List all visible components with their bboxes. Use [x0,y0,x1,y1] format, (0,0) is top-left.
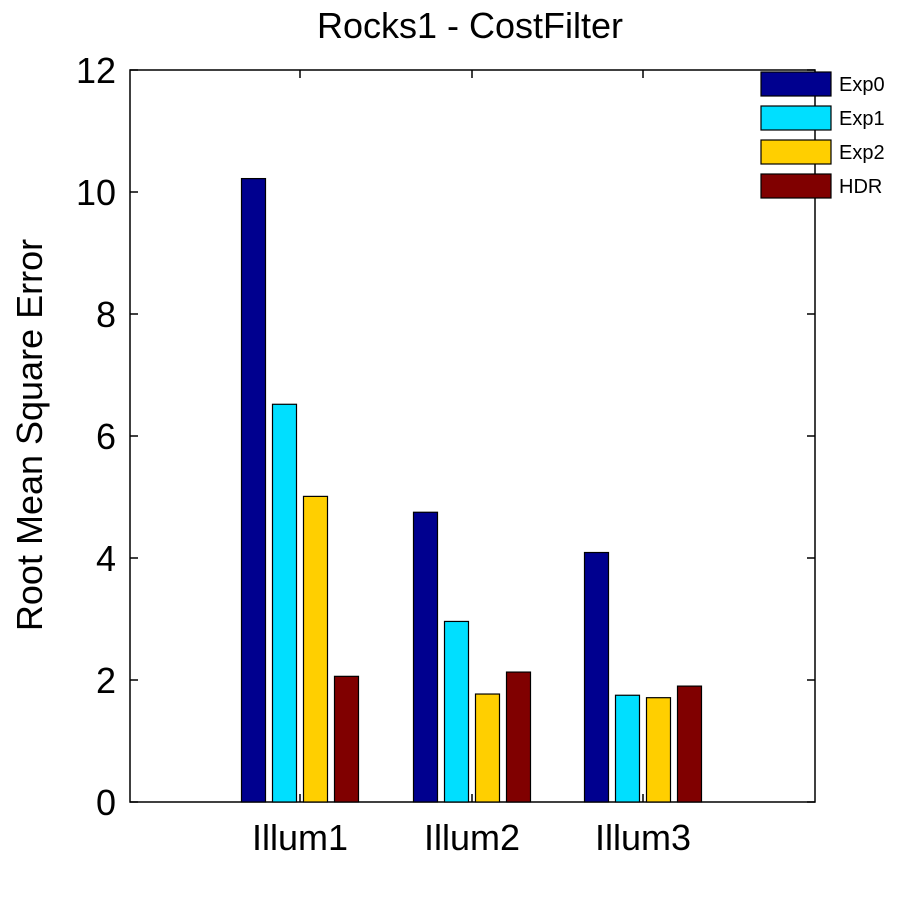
bar-exp2-illum3 [645,697,672,803]
y-tick-label: 0 [96,782,116,823]
legend-label-exp0: Exp0 [839,74,885,96]
y-tick-label: 6 [96,416,116,457]
y-tick-label: 4 [96,538,116,579]
bar-hdr-illum3 [676,685,703,803]
legend: Exp0 Exp1 Exp2 HDR [760,71,885,199]
y-tick-label: 2 [96,660,116,701]
legend-swatch-exp2 [760,139,832,165]
chart-title: Rocks1 - CostFilter [317,5,623,46]
y-tick-label: 12 [76,50,116,91]
legend-label-exp2: Exp2 [839,142,885,164]
bar-exp2-illum2 [474,693,501,803]
legend-label-hdr: HDR [839,176,882,198]
bar-hdr-illum1 [333,675,360,803]
y-axis-label: Root Mean Square Error [9,239,50,631]
bar-exp1-illum2 [443,620,470,803]
bar-exp2-illum1 [302,495,329,803]
y-tick-label: 10 [76,172,116,213]
legend-swatch-exp0 [760,71,832,97]
bar-hdr-illum2 [505,671,532,803]
legend-swatch-hdr [760,173,832,199]
x-category-label: Illum3 [595,817,691,858]
axes-frame [129,69,816,803]
bar-exp0-illum1 [240,177,267,803]
bar-exp0-illum2 [412,511,439,803]
bar-exp1-illum1 [271,403,298,803]
y-tick-label: 8 [96,294,116,335]
legend-swatch-exp1 [760,105,832,131]
legend-label-exp1: Exp1 [839,108,885,130]
bar-exp1-illum3 [614,694,641,803]
x-category-label: Illum1 [252,817,348,858]
x-category-label: Illum2 [424,817,520,858]
bar-exp0-illum3 [583,551,610,803]
plot-area: 0 2 4 6 8 10 12 Illum1 Illum2 Illum3 [76,50,816,858]
